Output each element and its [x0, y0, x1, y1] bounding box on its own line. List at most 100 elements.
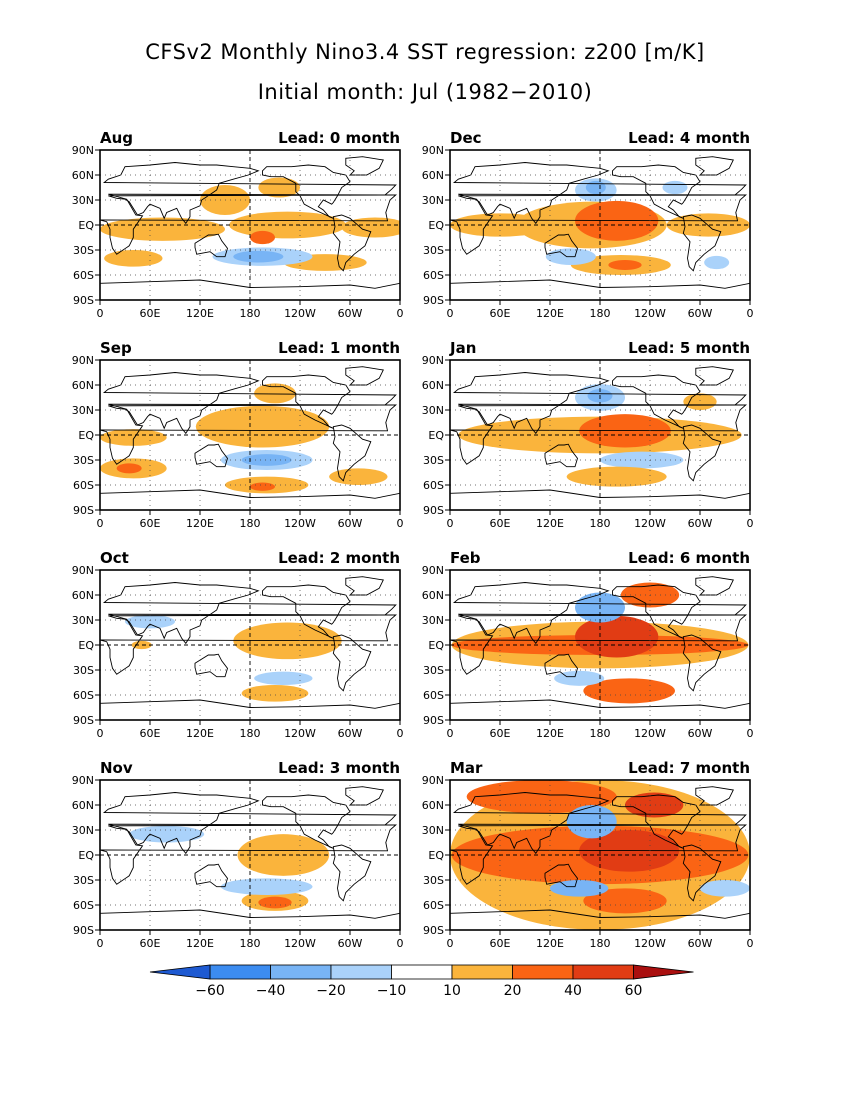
coastline	[544, 233, 578, 258]
y-tick-label: 90S	[423, 714, 444, 727]
panel-month: Sep	[100, 339, 132, 357]
x-tick-label: 0	[747, 517, 754, 530]
colorbar-label: 40	[564, 983, 582, 999]
y-tick-label: 60S	[423, 689, 444, 702]
contour-region	[341, 217, 400, 238]
y-tick-label: 30S	[73, 664, 94, 677]
coastline	[612, 374, 701, 429]
y-tick-label: 90S	[423, 504, 444, 517]
colorbar-extend-low	[149, 964, 211, 980]
panel-lead: Lead: 5 month	[628, 339, 750, 357]
x-tick-label: 180	[590, 727, 611, 740]
x-tick-label: 60E	[490, 307, 511, 320]
x-tick-label: 180	[240, 517, 261, 530]
y-tick-label: 30S	[73, 874, 94, 887]
coastline	[452, 582, 747, 645]
contour-region	[125, 615, 175, 629]
x-tick-label: 0	[397, 727, 404, 740]
x-tick-label: 60W	[688, 307, 713, 320]
x-tick-label: 60W	[338, 937, 363, 950]
colorbar-segment	[512, 964, 574, 980]
field-layer	[450, 570, 750, 720]
colorbar-svg: −60 −40 −20 −10 10 20 40 60	[149, 964, 694, 999]
x-tick-label: 0	[97, 307, 104, 320]
x-tick-label: 0	[447, 307, 454, 320]
x-tick-label: 120W	[634, 307, 666, 320]
x-tick-label: 0	[397, 937, 404, 950]
contour-region	[241, 454, 292, 466]
coastline	[102, 162, 397, 225]
y-tick-label: 30S	[423, 664, 444, 677]
map-panel: Feb Lead: 6 month 90N 60N 30N EQ 30S 60S 90S 0 60E…	[408, 545, 754, 740]
contour-region	[566, 805, 617, 839]
coastline	[100, 823, 398, 885]
coastline	[102, 582, 397, 645]
y-tick-label: 60N	[72, 379, 94, 392]
panel-month: Oct	[100, 549, 129, 567]
contour-region	[600, 451, 684, 469]
y-tick-label: 90N	[422, 774, 444, 787]
coastline	[695, 786, 734, 806]
coastline	[612, 794, 701, 849]
x-tick-label: 120E	[536, 937, 564, 950]
contour-region	[250, 230, 275, 245]
panel-lead: Lead: 2 month	[278, 549, 400, 567]
x-tick-label: 180	[240, 307, 261, 320]
x-tick-label: 60E	[490, 937, 511, 950]
x-tick-label: 0	[747, 307, 754, 320]
coastline	[450, 823, 748, 885]
y-tick-label: 30N	[72, 614, 94, 627]
coastline	[544, 653, 578, 678]
y-tick-label: 60N	[72, 169, 94, 182]
colorbar-label: −60	[195, 983, 225, 999]
y-tick-label: 90S	[73, 714, 94, 727]
panel-lead: Lead: 3 month	[278, 759, 400, 777]
coastline	[100, 193, 398, 255]
field-layer	[450, 360, 750, 510]
colorbar-label: −40	[256, 983, 286, 999]
field-layer	[100, 570, 400, 720]
field-layer	[100, 150, 400, 300]
y-tick-label: 90S	[73, 924, 94, 937]
coastline	[332, 214, 372, 272]
x-tick-label: 60W	[688, 937, 713, 950]
map-panel: Nov Lead: 3 month 90N 60N 30N EQ 30S 60S 90S 0 60E…	[58, 755, 404, 950]
contour-region	[131, 640, 152, 650]
y-tick-label: 30S	[73, 244, 94, 257]
panel-month: Feb	[450, 549, 481, 567]
panel-lead: Lead: 0 month	[278, 129, 400, 147]
colorbar-segment	[209, 964, 271, 980]
panel-lead: Lead: 4 month	[628, 129, 750, 147]
contour-region	[233, 250, 284, 263]
y-tick-label: 60N	[422, 589, 444, 602]
y-tick-label: 30N	[422, 404, 444, 417]
x-tick-label: 120W	[634, 517, 666, 530]
coastline	[102, 372, 397, 435]
y-tick-label: 60S	[423, 479, 444, 492]
y-tick-label: 30N	[72, 194, 94, 207]
y-tick-label: 30N	[72, 824, 94, 837]
contour-region	[116, 463, 142, 474]
coastline	[682, 634, 722, 692]
contour-region	[250, 482, 275, 491]
coastline	[695, 156, 734, 176]
y-tick-label: 90N	[422, 144, 444, 157]
coastline	[452, 792, 747, 855]
y-tick-label: 30N	[422, 614, 444, 627]
y-tick-label: EQ	[78, 429, 94, 442]
figure-subtitle: Initial month: Jul (1982−2010)	[257, 80, 593, 104]
y-tick-label: 60S	[73, 479, 94, 492]
coastline	[695, 366, 734, 386]
y-tick-label: EQ	[428, 639, 444, 652]
colorbar-label: 10	[443, 983, 461, 999]
x-tick-label: 60W	[338, 727, 363, 740]
y-tick-label: EQ	[78, 219, 94, 232]
colorbar-label: 20	[504, 983, 522, 999]
contour-region	[625, 792, 684, 818]
x-tick-label: 0	[447, 937, 454, 950]
